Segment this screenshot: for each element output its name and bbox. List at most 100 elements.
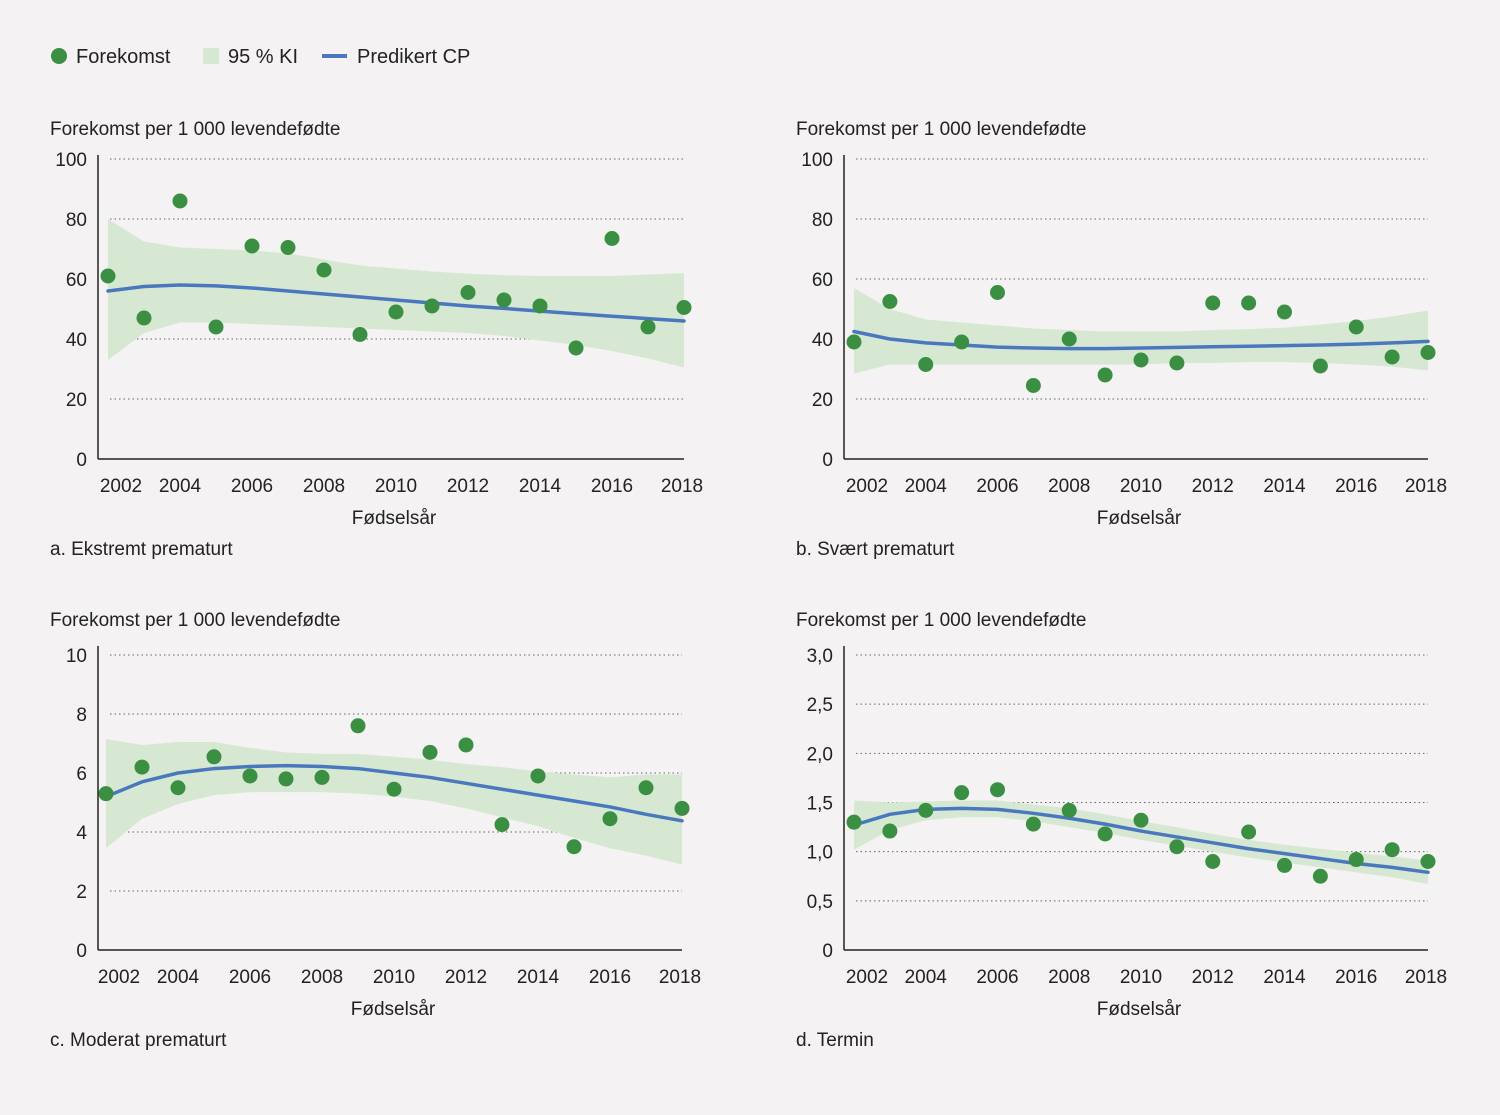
data-point <box>170 780 186 796</box>
panel-a: 0 20 40 60 80 100 2002 2004 2006 2008 2010 2012 2014… <box>50 119 703 560</box>
panel-caption: d. Termin <box>796 1030 874 1051</box>
data-point <box>676 300 692 315</box>
y-tick-label: 80 <box>812 210 833 231</box>
predicted-line <box>104 763 684 823</box>
x-tick-label: 2012 <box>447 476 489 497</box>
y-tick-label: 2,0 <box>807 744 833 765</box>
y-axis-title: Forekomst per 1 000 levendefødte <box>796 119 1086 140</box>
y-tick-label: 0 <box>76 450 87 471</box>
x-tick-label: 2016 <box>1335 967 1377 988</box>
y-tick-label: 40 <box>812 330 833 351</box>
data-point <box>1133 352 1149 368</box>
x-tick-label: 2010 <box>1120 967 1162 988</box>
x-tick-label: 2012 <box>445 967 487 988</box>
y-tick-label: 20 <box>66 390 87 411</box>
data-point <box>846 814 862 830</box>
x-tick-label: 2004 <box>905 967 948 988</box>
x-axis-title: Fødselsår <box>1097 999 1182 1020</box>
panel-caption: c. Moderat prematurt <box>50 1030 227 1051</box>
data-point <box>1097 826 1113 842</box>
y-tick-label: 0,5 <box>807 892 833 913</box>
data-point <box>1169 355 1185 371</box>
panel-caption: a. Ekstremt prematurt <box>50 539 233 560</box>
x-tick-label: 2008 <box>303 476 345 497</box>
data-point <box>278 771 294 787</box>
y-tick-label: 2,5 <box>807 695 833 716</box>
y-tick-label: 100 <box>55 150 87 171</box>
x-tick-label: 2012 <box>1192 476 1234 497</box>
data-point <box>918 802 934 818</box>
predicted-line <box>852 329 1430 351</box>
data-point <box>350 718 366 734</box>
data-point <box>424 298 440 314</box>
data-point <box>1348 852 1364 868</box>
data-point <box>1061 802 1077 818</box>
data-point <box>1025 378 1041 393</box>
panel-b: 0 20 40 60 80 100 2002 2004 2006 2008 2010 2012 2014… <box>796 119 1447 560</box>
x-tick-label: 2008 <box>1048 967 1090 988</box>
predicted-line <box>852 806 1430 875</box>
y-axis-title: Forekomst per 1 000 levendefødte <box>50 610 340 631</box>
data-point <box>280 240 296 255</box>
data-point <box>460 285 476 300</box>
data-point <box>316 262 332 278</box>
y-tick-label: 20 <box>812 390 833 411</box>
confidence-band <box>108 219 684 368</box>
data-point <box>242 768 258 784</box>
data-point <box>1061 331 1077 347</box>
legend-band-swatch <box>203 48 219 64</box>
x-tick-label: 2016 <box>591 476 633 497</box>
data-point <box>1312 358 1328 374</box>
x-tick-label: 2002 <box>846 967 888 988</box>
data-point <box>352 327 368 342</box>
y-tick-label: 100 <box>801 150 833 171</box>
data-point <box>990 782 1005 798</box>
x-tick-label: 2004 <box>157 967 200 988</box>
data-point <box>1169 839 1185 855</box>
data-point <box>1277 857 1292 873</box>
legend-points-marker <box>51 48 67 64</box>
data-point <box>954 334 970 350</box>
x-axis-title: Fødselsår <box>352 508 437 529</box>
data-point <box>208 319 224 335</box>
data-point <box>532 298 548 314</box>
data-point <box>244 238 260 254</box>
x-tick-label: 2006 <box>976 967 1018 988</box>
data-point <box>674 800 690 816</box>
data-point <box>1097 367 1113 383</box>
data-point <box>568 340 584 356</box>
x-tick-label: 2018 <box>661 476 703 497</box>
data-point <box>638 780 654 796</box>
data-point <box>136 310 152 326</box>
data-point <box>1312 868 1328 884</box>
data-point <box>496 292 512 308</box>
data-point <box>172 193 188 209</box>
predicted-line <box>106 283 686 323</box>
x-tick-label: 2004 <box>159 476 202 497</box>
x-tick-label: 2014 <box>1263 476 1306 497</box>
y-tick-label: 10 <box>66 646 87 667</box>
panel-d: 0 0,5 1,0 1,5 2,0 2,5 3,0 2002 2004 2006 2008 2010 2… <box>796 610 1447 1051</box>
y-tick-label: 60 <box>812 270 833 291</box>
x-tick-label: 2008 <box>301 967 343 988</box>
data-point <box>604 231 620 246</box>
confidence-band <box>854 288 1428 374</box>
x-tick-label: 2010 <box>375 476 417 497</box>
data-point <box>100 268 116 284</box>
data-point <box>918 357 934 372</box>
panel-caption: b. Svært prematurt <box>796 539 955 560</box>
x-tick-label: 2014 <box>517 967 560 988</box>
x-axis-title: Fødselsår <box>1097 508 1182 529</box>
data-point <box>1241 295 1257 311</box>
y-axis-title: Forekomst per 1 000 levendefødte <box>796 610 1086 631</box>
data-point <box>388 304 404 320</box>
legend-line-label: Predikert CP <box>357 46 470 68</box>
y-tick-label: 4 <box>76 823 87 844</box>
y-tick-label: 80 <box>66 210 87 231</box>
x-tick-label: 2018 <box>1405 967 1447 988</box>
x-tick-label: 2014 <box>519 476 562 497</box>
legend: Forekomst 95 % KI Predikert CP <box>51 46 470 68</box>
y-tick-label: 0 <box>76 941 87 962</box>
y-tick-label: 6 <box>76 764 87 785</box>
